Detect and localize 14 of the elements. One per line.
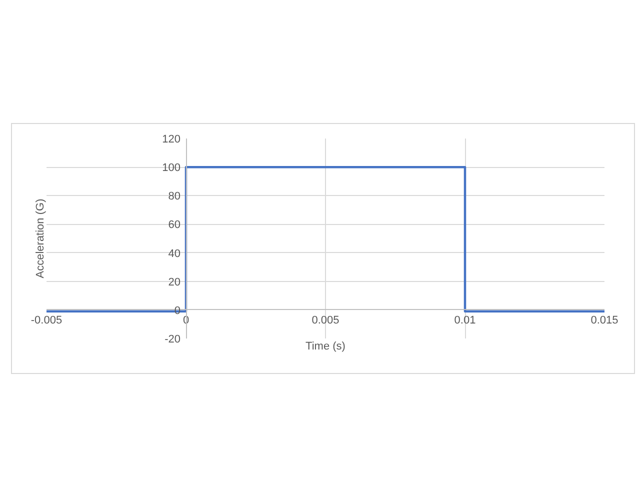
y-tick-label: 0 (174, 304, 181, 317)
y-tick-label: -20 (164, 334, 181, 346)
y-axis-title: Acceleration (G) (34, 198, 46, 278)
y-tick-label: 100 (162, 162, 181, 174)
y-tick-label: 120 (162, 134, 181, 146)
y-tick-label: 40 (168, 248, 181, 260)
x-axis-title: Time (s) (306, 340, 346, 352)
x-tick-label: -0.005 (30, 314, 62, 326)
x-tick-label: 0.005 (312, 314, 340, 326)
x-tick-label: 0.01 (454, 314, 476, 326)
y-tick-label: 20 (168, 276, 181, 288)
y-tick-label: 80 (168, 190, 181, 203)
y-tick-label: 60 (168, 219, 181, 232)
x-tick-label: 0.015 (590, 314, 618, 326)
